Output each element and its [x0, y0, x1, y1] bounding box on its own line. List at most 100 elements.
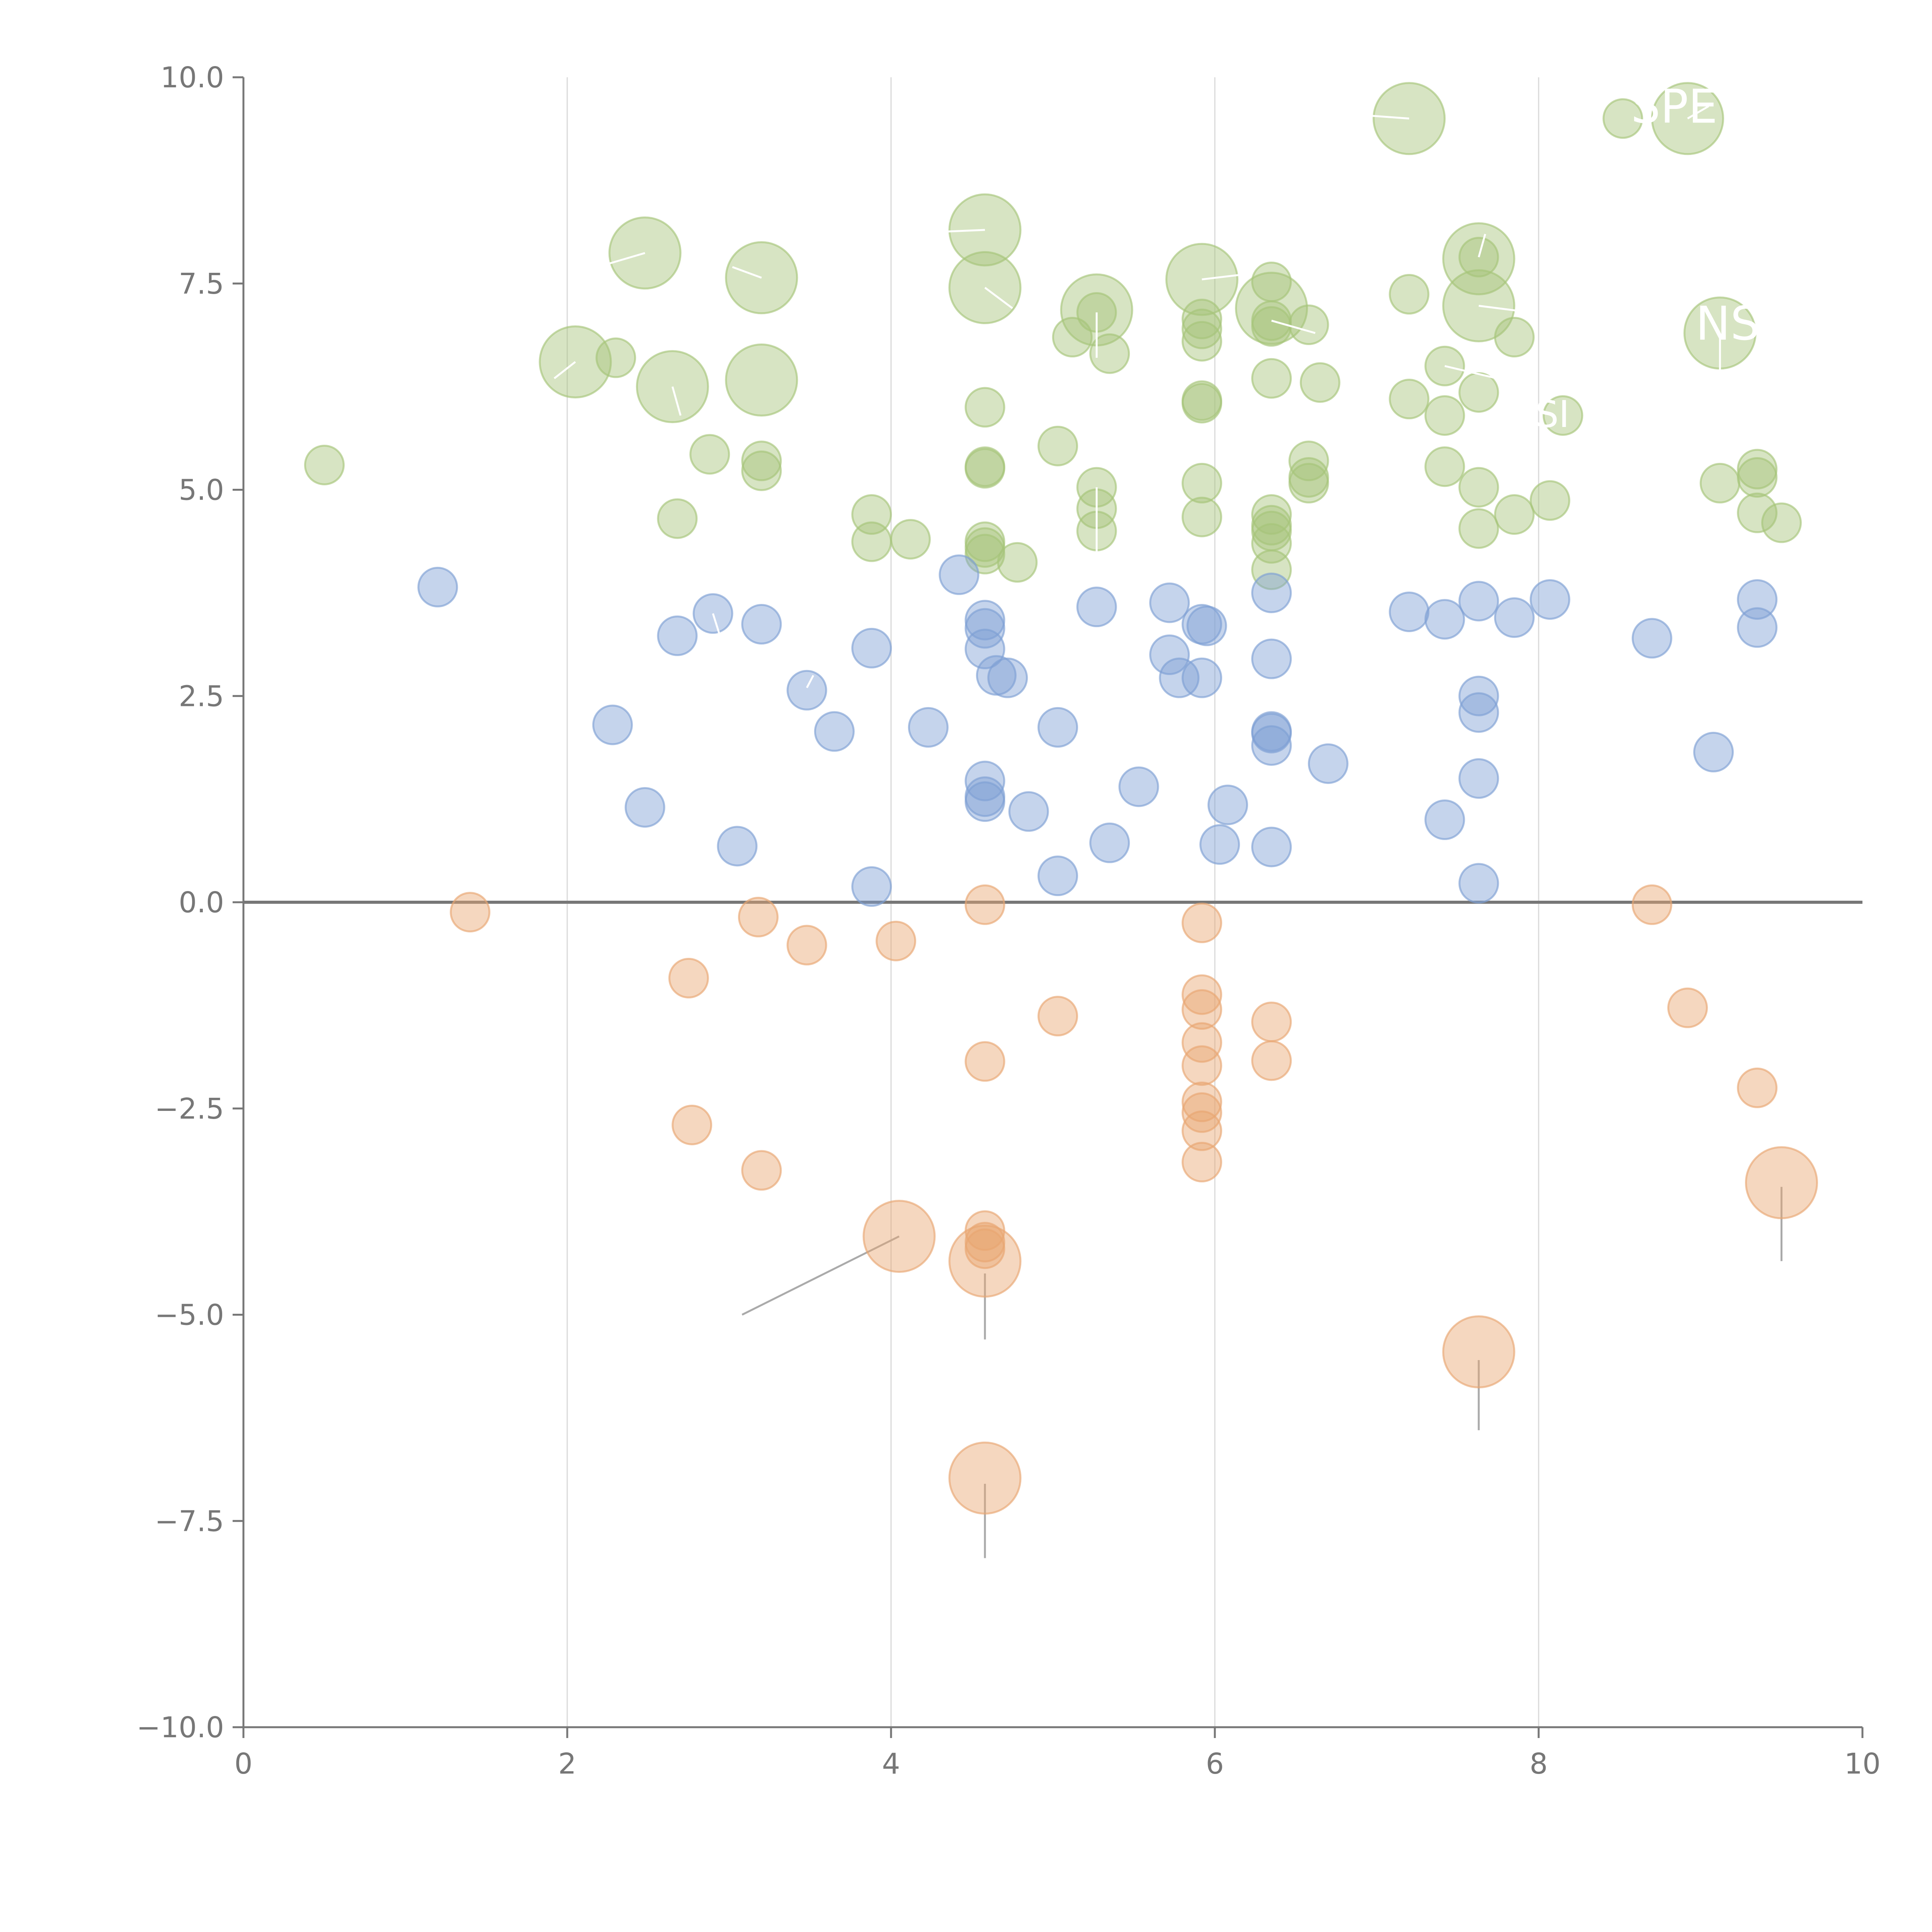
- high-bubble: [1543, 395, 1583, 436]
- mid-bubble: [1008, 791, 1049, 832]
- high-bubble: [1251, 494, 1292, 535]
- high-bubble: [1494, 494, 1535, 535]
- mid-bubble: [1308, 743, 1349, 784]
- low-bubble: [1181, 989, 1222, 1030]
- high-bubble: [1737, 457, 1778, 498]
- x-tick-label: 0: [234, 1747, 252, 1781]
- x-tick-label: 4: [882, 1747, 900, 1781]
- low-bubble: [964, 1041, 1005, 1082]
- high-bubble: [1299, 362, 1340, 403]
- mid-bubble: [987, 657, 1028, 698]
- leader-line: [1478, 233, 1486, 258]
- high-bubble: [851, 521, 892, 562]
- high-bubble: [1037, 425, 1078, 466]
- y-tick-label: −10.0: [136, 1711, 224, 1744]
- mid-bubble: [786, 670, 827, 711]
- mid-bubble: [814, 711, 855, 752]
- mid-bubble: [964, 781, 1005, 822]
- mid-bubble: [1199, 824, 1240, 865]
- y-tick-label: 10.0: [160, 61, 224, 94]
- mid-bubble: [1424, 599, 1465, 640]
- x-tick-label: 10: [1844, 1747, 1881, 1781]
- leader-line: [1352, 113, 1409, 120]
- low-bubble: [1181, 1092, 1222, 1133]
- high-bubble: [1442, 222, 1515, 296]
- high-bubble: [1089, 333, 1130, 374]
- mid-bubble: [1037, 707, 1078, 748]
- mid-bubble: [1458, 675, 1499, 716]
- mid-bubble: [1251, 827, 1292, 867]
- low-bubble: [964, 884, 1005, 925]
- bubble-annotation: SI: [1536, 393, 1570, 436]
- leader-line: [553, 361, 576, 379]
- mid-bubble: [1424, 799, 1465, 840]
- leader-line: [583, 252, 645, 272]
- low-bubble: [1667, 987, 1708, 1028]
- bubble-annotations: SPE NS SI: [1536, 80, 1760, 436]
- y-tick-label: −5.0: [155, 1299, 224, 1332]
- low-bubble: [1251, 1002, 1292, 1043]
- mid-bubble: [1251, 713, 1292, 753]
- mid-bubble: [851, 628, 892, 668]
- high-bubble: [1389, 274, 1430, 315]
- high-bubble: [964, 387, 1005, 428]
- mid-bubble: [1737, 607, 1778, 648]
- mid-bubble: [851, 866, 892, 907]
- low-bubble: [450, 892, 491, 933]
- mid-bubble: [1693, 731, 1734, 772]
- high-bubble: [1458, 372, 1499, 413]
- mid-bubble: [1149, 582, 1190, 623]
- y-tick-label: 2.5: [179, 680, 224, 713]
- mid-bubble: [1208, 784, 1248, 825]
- high-bubble: [997, 542, 1038, 583]
- high-bubble: [1424, 395, 1465, 436]
- mid-bubble: [1118, 766, 1159, 807]
- low-bubble: [1181, 1045, 1222, 1086]
- bubble-annotation: NS: [1696, 297, 1760, 351]
- high-bubble: [741, 450, 782, 491]
- low-bubble: [1181, 1142, 1222, 1183]
- mid-bubble: [939, 554, 980, 595]
- high-bubble: [1737, 492, 1778, 533]
- high-bubble: [1251, 549, 1292, 590]
- high-bubble: [1288, 304, 1329, 345]
- high-bubble: [689, 434, 730, 475]
- low-bubble: [668, 957, 709, 998]
- low-bubble: [948, 1225, 1022, 1298]
- mid-bubble: [964, 629, 1005, 670]
- low-bubble: [948, 1441, 1022, 1515]
- leader-line: [732, 266, 762, 279]
- y-axis-ticks: 10.0 7.5 5.0 2.5 0.0 −2.5 −5.0 −7.5 −10.0: [136, 61, 243, 1744]
- high-bubble: [1251, 358, 1292, 399]
- mid-bubble: [1458, 581, 1499, 622]
- low-bubble: [862, 1200, 936, 1273]
- mid-bubble: [964, 600, 1005, 641]
- mid-bubble: [1251, 572, 1292, 613]
- high-bubble: [1288, 440, 1329, 481]
- leader-line: [1271, 320, 1316, 334]
- high-bubble: [1458, 508, 1499, 549]
- x-tick-label: 2: [558, 1747, 576, 1781]
- leader-line: [712, 613, 727, 655]
- leader-line: [806, 675, 815, 689]
- leader-line: [984, 287, 1013, 309]
- high-bubble: [1761, 502, 1802, 543]
- bubble-points: [304, 82, 1818, 1515]
- leader-line: [927, 229, 985, 233]
- high-bubble: [1181, 383, 1222, 423]
- low-bubble: [1737, 1067, 1778, 1108]
- y-tick-label: 7.5: [179, 267, 224, 301]
- leader-line: [1202, 272, 1251, 281]
- high-bubble: [1458, 467, 1499, 508]
- low-bubble: [1745, 1146, 1818, 1219]
- low-bubble: [1037, 996, 1078, 1037]
- mid-bubble: [1458, 863, 1499, 904]
- high-bubble: [741, 440, 782, 481]
- low-bubble: [964, 1228, 1005, 1269]
- mid-bubble: [976, 655, 1017, 696]
- mid-bubble: [624, 787, 665, 828]
- mid-bubble: [1159, 657, 1200, 698]
- mid-bubble: [1076, 587, 1117, 628]
- mid-bubble: [1631, 618, 1672, 659]
- high-bubble: [657, 498, 698, 539]
